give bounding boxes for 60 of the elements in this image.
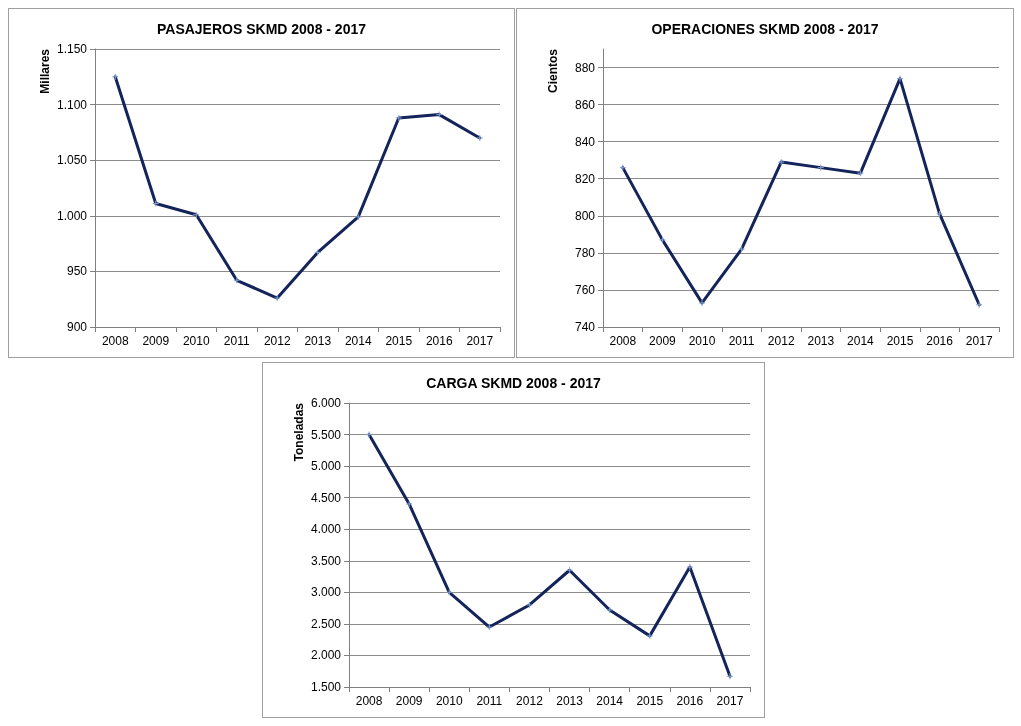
x-tick-label: 2014	[847, 334, 875, 348]
y-tick-label: 4.500	[310, 490, 342, 505]
y-tick-label: 1.100	[56, 97, 88, 112]
x-tick-label: 2009	[395, 694, 423, 708]
y-tick-label: 800	[574, 208, 596, 223]
y-tick-label: 5.000	[310, 459, 342, 474]
x-tick-label: 2015	[886, 334, 914, 348]
y-tick-label: 1.150	[56, 42, 88, 56]
y-tick-label: 860	[574, 97, 596, 112]
x-tick-label: 2010	[182, 334, 210, 348]
x-tick-label: 2009	[142, 334, 170, 348]
chart-title: CARGA SKMD 2008 - 2017	[426, 375, 601, 391]
y-axis-title: Millares	[38, 48, 52, 94]
y-tick-label: 740	[574, 320, 596, 334]
y-tick-label: 1.050	[56, 153, 88, 168]
y-tick-label: 880	[574, 60, 596, 75]
x-tick-label: 2008	[101, 334, 129, 348]
x-tick-label: 2014	[596, 694, 624, 708]
x-tick-label: 2010	[435, 694, 463, 708]
y-tick-label: 3.500	[310, 553, 342, 568]
x-tick-label: 2008	[609, 334, 637, 348]
y-axis-title: Toneladas	[292, 402, 306, 462]
y-tick-label: 1.000	[56, 208, 88, 223]
x-tick-label: 2013	[556, 694, 584, 708]
x-tick-label: 2017	[466, 334, 494, 348]
y-tick-label: 900	[66, 320, 88, 334]
y-tick-label: 950	[66, 264, 88, 279]
y-tick-label: 4.000	[310, 522, 342, 537]
x-tick-label: 2013	[304, 334, 332, 348]
x-tick-label: 2012	[767, 334, 795, 348]
y-axis-title: Cientos	[546, 48, 560, 94]
chart-title: PASAJEROS SKMD 2008 - 2017	[156, 21, 367, 37]
x-tick-label: 2013	[807, 334, 835, 348]
x-tick-label: 2011	[476, 694, 503, 708]
x-tick-label: 2016	[676, 694, 704, 708]
x-tick-label: 2008	[355, 694, 383, 708]
y-tick-label: 2.000	[310, 648, 342, 663]
x-tick-label: 2011	[223, 334, 250, 348]
y-tick-label: 840	[574, 134, 596, 149]
y-tick-label: 2.500	[310, 616, 342, 631]
x-tick-label: 2016	[425, 334, 453, 348]
y-tick-label: 820	[574, 171, 596, 186]
y-tick-label: 6.000	[310, 396, 342, 410]
x-tick-label: 2015	[636, 694, 664, 708]
x-tick-label: 2012	[263, 334, 291, 348]
x-tick-label: 2014	[344, 334, 372, 348]
x-tick-label: 2015	[385, 334, 413, 348]
y-tick-label: 5.500	[310, 427, 342, 442]
x-tick-label: 2011	[728, 334, 755, 348]
y-tick-label: 780	[574, 245, 596, 260]
x-tick-label: 2009	[649, 334, 677, 348]
y-tick-label: 1.500	[310, 680, 342, 694]
x-tick-label: 2016	[926, 334, 954, 348]
x-tick-label: 2017	[965, 334, 993, 348]
y-tick-label: 3.000	[310, 585, 342, 600]
chart-title: OPERACIONES SKMD 2008 - 2017	[651, 21, 879, 37]
x-tick-label: 2012	[516, 694, 544, 708]
x-tick-label: 2010	[688, 334, 716, 348]
x-tick-label: 2017	[716, 694, 744, 708]
y-tick-label: 760	[574, 282, 596, 297]
